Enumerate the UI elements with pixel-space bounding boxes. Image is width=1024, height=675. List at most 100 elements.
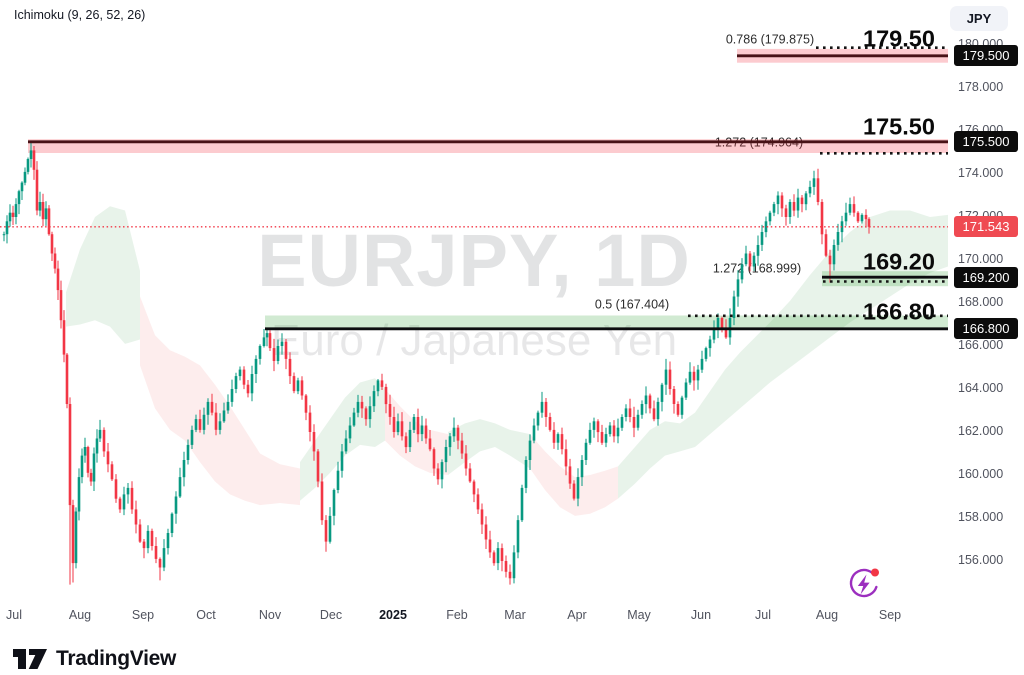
- candle: [2, 231, 6, 242]
- level-band-166.80: [265, 315, 948, 329]
- price-axis-tick: 158.000: [958, 510, 1004, 524]
- candle: [392, 406, 396, 438]
- candle: [352, 407, 356, 427]
- candle-body: [242, 369, 246, 385]
- candle-body: [548, 417, 552, 430]
- candle-body: [664, 369, 668, 385]
- chart-pane[interactable]: 0.786 (179.875)1.272 (174.964)1.272 (168…: [0, 0, 948, 602]
- candle-body: [448, 436, 452, 448]
- candle: [242, 366, 246, 390]
- candle: [150, 528, 154, 551]
- candle-body: [202, 414, 206, 430]
- candle-body: [95, 438, 99, 454]
- candle: [420, 415, 424, 442]
- candle: [328, 507, 332, 544]
- candle-body: [836, 232, 840, 245]
- candle-body: [616, 427, 620, 437]
- candle: [548, 412, 552, 432]
- candle-body: [146, 530, 150, 549]
- candle: [636, 409, 640, 431]
- candle: [856, 211, 860, 223]
- candle-body: [676, 404, 680, 415]
- candle: [106, 443, 110, 473]
- ichimoku-cloud-pink: [140, 296, 300, 506]
- candle-body: [304, 395, 308, 413]
- candle-body: [432, 449, 436, 469]
- candle: [23, 167, 27, 186]
- candle: [89, 468, 93, 486]
- spark-ideas-icon[interactable]: [845, 563, 883, 601]
- candle: [198, 409, 202, 433]
- candle-body: [268, 333, 272, 349]
- candle-body: [17, 191, 21, 205]
- candle: [792, 194, 796, 217]
- candle: [62, 310, 66, 363]
- candle: [372, 385, 376, 412]
- candle: [368, 396, 372, 428]
- candle-body: [792, 202, 796, 211]
- ichimoku-cloud-pink: [530, 434, 618, 516]
- candle: [512, 545, 516, 584]
- candle-body: [640, 404, 644, 415]
- candle: [118, 496, 122, 513]
- candle: [680, 395, 684, 419]
- candle-body: [780, 195, 784, 209]
- candle: [404, 432, 408, 454]
- candle-body: [556, 434, 560, 443]
- candle-body: [186, 444, 190, 460]
- candle: [804, 191, 808, 211]
- candle-body: [428, 438, 432, 450]
- candle: [65, 353, 69, 409]
- candle-body: [748, 253, 752, 267]
- candle-body: [708, 339, 712, 349]
- candle: [276, 339, 280, 365]
- candle: [20, 181, 24, 200]
- price-axis[interactable]: 180.000178.000176.000174.000172.000170.0…: [948, 0, 1024, 602]
- candle-body: [672, 389, 676, 404]
- candle: [222, 402, 226, 423]
- level-price-label: 169.20: [863, 249, 935, 275]
- candle: [652, 400, 656, 422]
- candle: [218, 413, 222, 435]
- candle: [262, 329, 266, 348]
- time-axis[interactable]: Jul Aug Sep Oct Nov Dec 2025 Feb Mar Apr May Jun Jul…: [0, 600, 1024, 632]
- ichimoku-cloud-pink: [385, 389, 448, 475]
- candle-body: [41, 202, 45, 220]
- candle: [35, 161, 39, 216]
- candle: [47, 205, 51, 236]
- candle: [388, 394, 392, 425]
- candle-body: [230, 389, 234, 402]
- candle-body: [788, 202, 792, 217]
- candle-body: [736, 279, 740, 297]
- candle: [556, 432, 560, 450]
- candle: [648, 393, 652, 414]
- currency-toggle-button[interactable]: JPY: [950, 6, 1008, 31]
- time-axis-label: Oct: [196, 608, 216, 622]
- candle-body: [118, 498, 122, 510]
- candle: [316, 449, 320, 488]
- candle: [68, 397, 72, 585]
- candle-body: [292, 376, 296, 392]
- candle: [464, 445, 468, 476]
- candle: [744, 245, 748, 267]
- candle: [524, 456, 528, 494]
- fib-label: 0.786 (179.875): [726, 33, 814, 47]
- candle: [246, 380, 250, 398]
- candle-body: [660, 384, 664, 402]
- candle-body: [584, 442, 588, 460]
- time-axis-label: Aug: [68, 608, 92, 622]
- candle: [214, 403, 218, 436]
- candle-body: [532, 425, 536, 441]
- candle-body: [576, 477, 580, 499]
- candle-body: [158, 558, 162, 568]
- candle: [480, 503, 484, 534]
- tradingview-logo[interactable]: TradingView: [12, 646, 176, 672]
- candle-body: [400, 421, 404, 437]
- candle-body: [476, 494, 480, 510]
- indicator-label[interactable]: Ichimoku (9, 26, 52, 26): [14, 8, 146, 22]
- candle: [608, 422, 612, 437]
- price-axis-tick: 166.000: [958, 338, 1004, 352]
- candle-body: [77, 477, 81, 512]
- candle: [292, 372, 296, 394]
- candle-body: [154, 546, 158, 559]
